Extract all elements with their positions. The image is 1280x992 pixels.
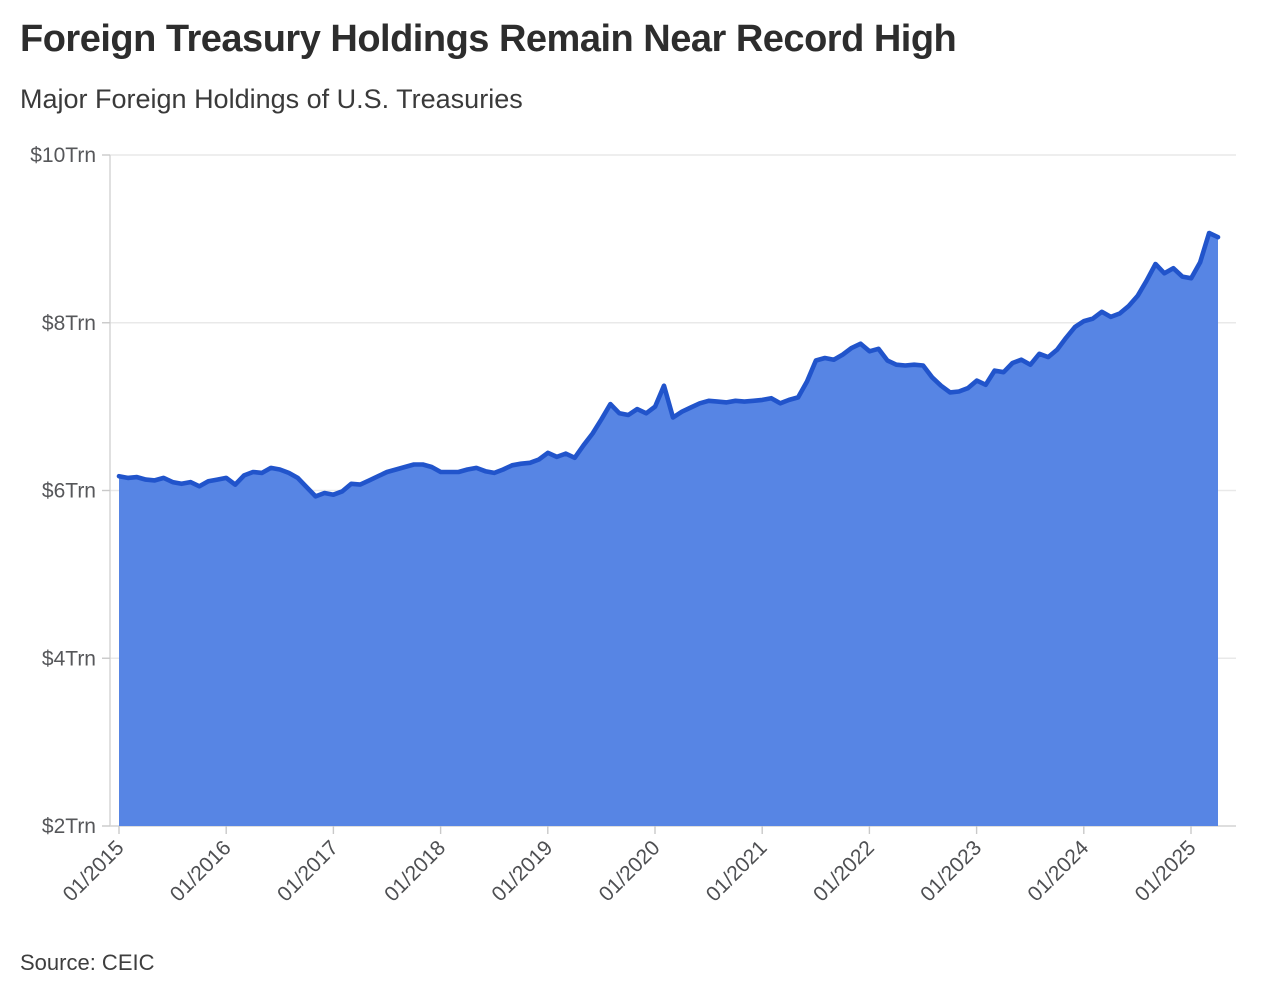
source-note: Source: CEIC [20,950,155,975]
y-tick-label-2: $6Trn [42,480,96,503]
x-tick-label-1: 01/2016 [166,836,236,906]
x-tick-label-2: 01/2017 [273,836,343,906]
chart-title: Foreign Treasury Holdings Remain Near Re… [20,18,957,60]
x-tick-label-6: 01/2021 [702,836,772,906]
chart-subtitle: Major Foreign Holdings of U.S. Treasurie… [20,84,523,114]
y-tick-label-1: $4Trn [42,647,96,670]
x-tick-label-8: 01/2023 [916,836,986,906]
x-tick-label-7: 01/2022 [809,836,879,906]
y-tick-label-3: $8Trn [42,312,96,335]
y-tick-label-0: $2Trn [42,815,96,838]
x-tick-label-10: 01/2025 [1131,836,1201,906]
x-tick-label-5: 01/2020 [595,836,665,906]
area-series [119,233,1218,826]
x-tick-label-9: 01/2024 [1023,836,1093,906]
x-tick-label-0: 01/2015 [59,836,129,906]
y-tick-label-4: $10Trn [30,144,96,167]
line-series [116,230,1221,499]
x-tick-label-4: 01/2019 [487,836,557,906]
x-tick-label-3: 01/2018 [380,836,450,906]
